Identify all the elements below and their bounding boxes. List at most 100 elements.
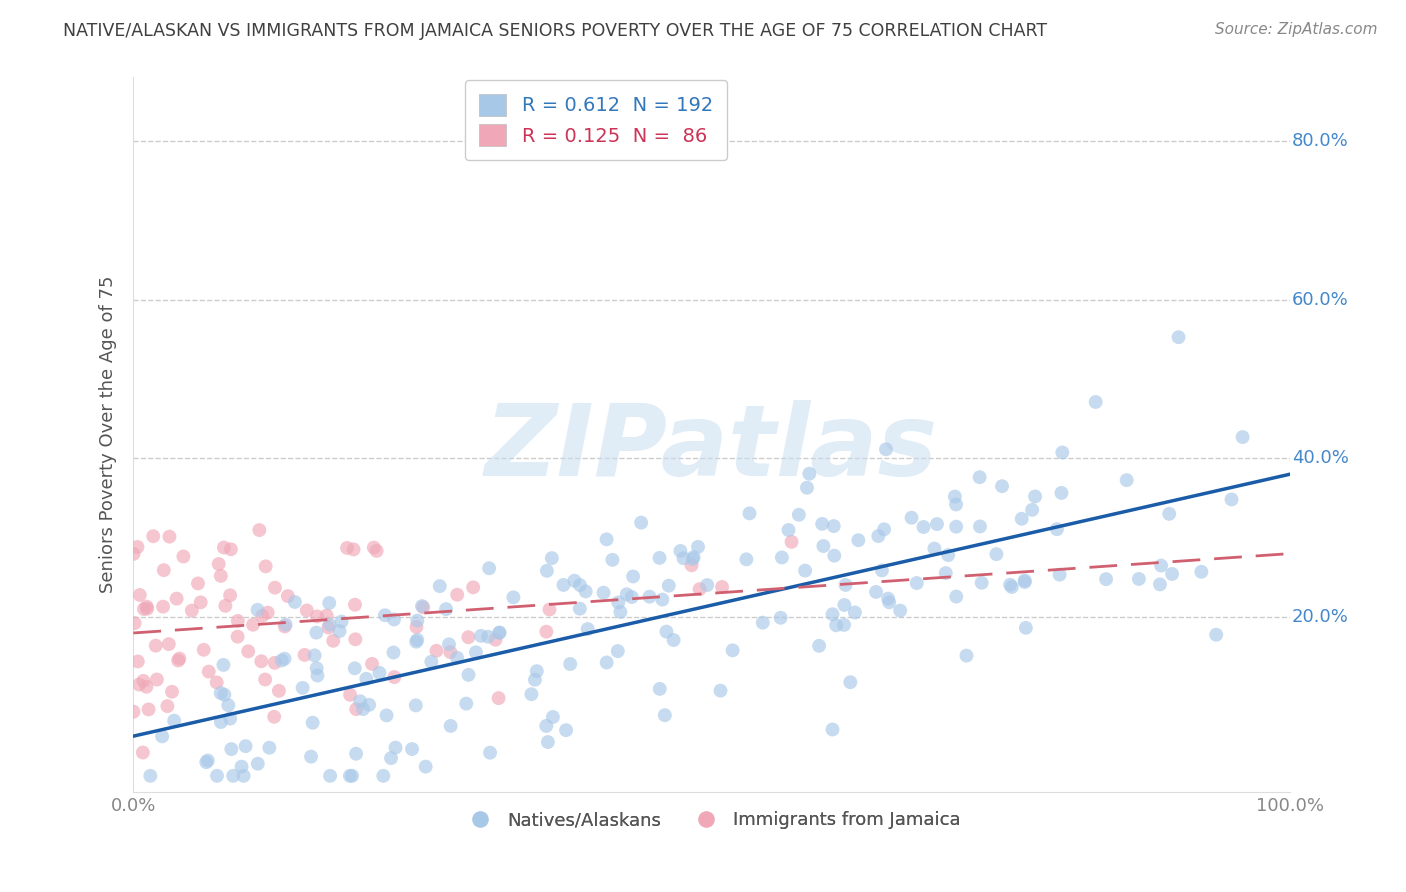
Point bbox=[344, 747, 367, 761]
Point bbox=[187, 576, 209, 591]
Point bbox=[127, 540, 149, 554]
Point bbox=[709, 683, 731, 698]
Point bbox=[488, 625, 510, 640]
Point bbox=[870, 564, 893, 578]
Point bbox=[969, 470, 991, 484]
Point bbox=[319, 769, 342, 783]
Point bbox=[1115, 473, 1137, 487]
Point bbox=[167, 653, 190, 667]
Point bbox=[526, 664, 548, 678]
Y-axis label: Seniors Poverty Over the Age of 75: Seniors Poverty Over the Age of 75 bbox=[100, 276, 117, 593]
Point bbox=[284, 595, 307, 609]
Point bbox=[681, 558, 703, 573]
Point bbox=[259, 740, 281, 755]
Point bbox=[193, 642, 215, 657]
Point bbox=[169, 651, 191, 665]
Point bbox=[606, 644, 628, 658]
Point bbox=[832, 618, 855, 632]
Point bbox=[382, 670, 405, 684]
Point bbox=[420, 655, 443, 669]
Point bbox=[375, 708, 398, 723]
Point bbox=[1049, 567, 1071, 582]
Point bbox=[986, 547, 1008, 561]
Point bbox=[356, 672, 378, 686]
Point bbox=[865, 585, 887, 599]
Point bbox=[405, 634, 427, 648]
Point bbox=[242, 617, 264, 632]
Point bbox=[839, 675, 862, 690]
Point bbox=[821, 607, 844, 622]
Point bbox=[359, 698, 381, 712]
Point bbox=[315, 608, 337, 623]
Point bbox=[607, 595, 630, 609]
Point bbox=[477, 630, 499, 644]
Point bbox=[205, 769, 228, 783]
Point bbox=[246, 756, 269, 771]
Point bbox=[689, 582, 711, 596]
Point bbox=[935, 566, 957, 581]
Point bbox=[172, 549, 194, 564]
Point bbox=[328, 624, 350, 639]
Point bbox=[875, 442, 897, 457]
Point bbox=[412, 600, 434, 615]
Point bbox=[425, 644, 447, 658]
Point bbox=[465, 645, 488, 659]
Point bbox=[488, 691, 510, 706]
Point bbox=[540, 551, 562, 566]
Point bbox=[254, 673, 277, 687]
Point bbox=[595, 656, 617, 670]
Point bbox=[998, 578, 1021, 592]
Point bbox=[152, 563, 174, 577]
Point bbox=[128, 588, 150, 602]
Point bbox=[352, 702, 374, 716]
Point bbox=[294, 648, 316, 662]
Point bbox=[221, 742, 243, 756]
Point bbox=[560, 657, 582, 671]
Point bbox=[834, 578, 856, 592]
Point bbox=[384, 740, 406, 755]
Point bbox=[132, 602, 155, 616]
Point bbox=[669, 544, 692, 558]
Point bbox=[648, 681, 671, 696]
Point bbox=[440, 719, 463, 733]
Point bbox=[575, 584, 598, 599]
Point bbox=[150, 730, 173, 744]
Point bbox=[811, 516, 834, 531]
Point bbox=[654, 708, 676, 723]
Point bbox=[307, 609, 329, 624]
Point bbox=[658, 579, 681, 593]
Point bbox=[264, 581, 287, 595]
Point bbox=[1128, 572, 1150, 586]
Point bbox=[787, 508, 810, 522]
Point bbox=[537, 735, 560, 749]
Point bbox=[541, 710, 564, 724]
Point bbox=[344, 632, 367, 647]
Point bbox=[307, 668, 329, 682]
Point bbox=[536, 719, 558, 733]
Point bbox=[912, 520, 935, 534]
Point bbox=[1046, 522, 1069, 536]
Point bbox=[655, 624, 678, 639]
Point bbox=[374, 608, 396, 623]
Point bbox=[336, 541, 359, 555]
Point bbox=[343, 661, 366, 675]
Text: 40.0%: 40.0% bbox=[1292, 450, 1348, 467]
Point bbox=[823, 519, 845, 533]
Point bbox=[536, 564, 558, 578]
Point bbox=[568, 601, 591, 615]
Point bbox=[1015, 621, 1038, 635]
Point bbox=[322, 633, 344, 648]
Point bbox=[299, 749, 322, 764]
Point bbox=[520, 687, 543, 701]
Point bbox=[662, 633, 685, 648]
Point bbox=[735, 552, 758, 566]
Point bbox=[124, 616, 146, 631]
Point bbox=[488, 625, 510, 640]
Point bbox=[318, 620, 340, 634]
Text: ZIPatlas: ZIPatlas bbox=[485, 401, 938, 498]
Text: 60.0%: 60.0% bbox=[1292, 291, 1348, 309]
Point bbox=[405, 698, 427, 713]
Point bbox=[945, 519, 967, 533]
Point bbox=[205, 675, 228, 690]
Point bbox=[132, 673, 155, 688]
